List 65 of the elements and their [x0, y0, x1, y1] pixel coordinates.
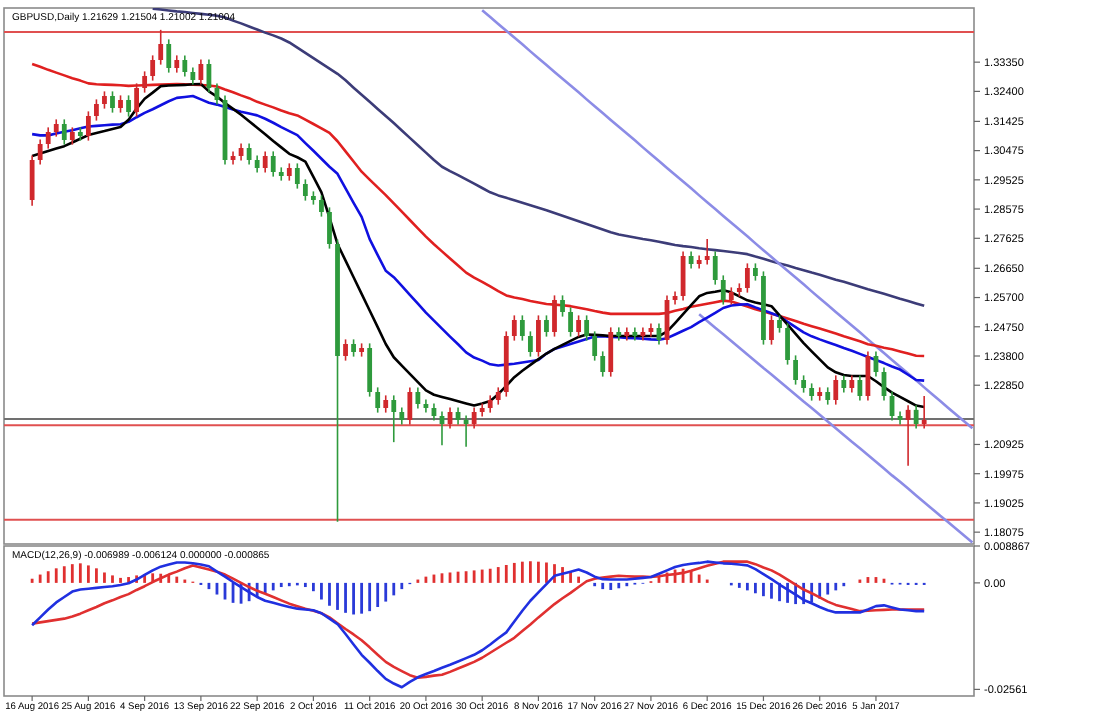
candlestick	[182, 54, 188, 78]
candlestick	[142, 70, 148, 94]
candlestick	[519, 314, 525, 342]
candlestick	[817, 386, 823, 402]
candlestick	[319, 194, 324, 218]
candlestick	[343, 338, 348, 362]
candlestick	[720, 274, 726, 306]
candlestick	[712, 250, 718, 286]
candlestick	[45, 126, 51, 150]
candlestick	[704, 238, 710, 266]
candlestick	[640, 326, 646, 342]
candlestick	[126, 94, 131, 118]
candlestick	[833, 374, 839, 406]
candlestick	[158, 29, 164, 66]
candlestick	[367, 342, 373, 398]
candlestick	[544, 314, 549, 338]
candlestick	[769, 314, 774, 346]
candlestick	[302, 178, 308, 202]
candlestick	[85, 110, 91, 142]
candlestick	[94, 98, 99, 122]
candlestick	[536, 314, 541, 358]
candlestick	[262, 150, 268, 174]
candlestick	[624, 326, 630, 342]
candlestick	[294, 162, 300, 190]
candlestick	[246, 142, 252, 166]
candlestick	[600, 350, 606, 378]
candlestick	[471, 406, 477, 430]
candlestick	[110, 90, 115, 114]
candlestick	[921, 395, 927, 430]
candlestick	[744, 262, 750, 294]
line-series	[30, 62, 926, 358]
line-series	[697, 312, 974, 544]
candlestick	[616, 326, 622, 342]
candlestick	[415, 386, 421, 410]
candlestick	[527, 330, 533, 358]
candlestick	[576, 314, 582, 338]
candlestick	[166, 38, 172, 74]
candlestick	[511, 314, 517, 342]
candlestick	[327, 206, 332, 250]
candlestick	[584, 314, 590, 342]
candlestick	[632, 326, 638, 342]
candlestick	[278, 166, 284, 182]
candlestick	[905, 404, 911, 467]
candlestick	[560, 294, 565, 318]
candlestick	[479, 402, 485, 418]
candlestick	[592, 330, 598, 362]
candlestick	[793, 354, 798, 386]
candlestick	[391, 394, 397, 443]
candlestick	[198, 58, 204, 86]
candlestick	[568, 306, 573, 338]
candlestick	[270, 150, 276, 178]
line-series	[480, 8, 974, 430]
candlestick	[150, 54, 156, 82]
candlestick	[61, 118, 67, 146]
candlestick	[608, 326, 614, 378]
candlestick	[29, 154, 35, 207]
candlestick	[134, 82, 139, 118]
candlestick	[913, 404, 919, 430]
candlestick	[857, 374, 863, 402]
candlestick	[785, 322, 790, 366]
candlestick	[407, 386, 413, 426]
candlestick	[37, 138, 43, 166]
candlestick	[552, 294, 557, 338]
candlestick	[375, 386, 381, 414]
candlestick	[696, 254, 702, 270]
